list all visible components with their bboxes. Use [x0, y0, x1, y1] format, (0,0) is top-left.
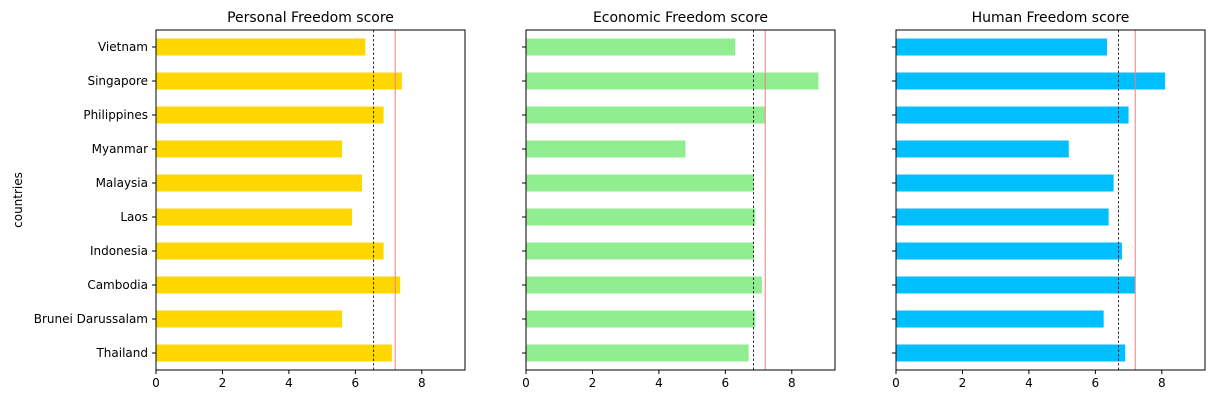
x-tick-label: 2 [589, 376, 597, 390]
y-axis-label: countries [11, 172, 25, 228]
bar-singapore [896, 72, 1166, 90]
chart-title: Personal Freedom score [227, 10, 394, 26]
y-tick-label: Laos [120, 210, 148, 224]
bar-vietnam [896, 38, 1107, 56]
y-tick-label: Malaysia [96, 176, 148, 190]
x-tick-label: 4 [1025, 376, 1033, 390]
bar-myanmar [156, 140, 343, 158]
y-tick-label: Myanmar [92, 142, 148, 156]
bar-indonesia [156, 242, 384, 260]
bar-vietnam [526, 38, 736, 56]
bar-laos [896, 208, 1109, 226]
bar-laos [526, 208, 756, 226]
x-tick-label: 6 [352, 376, 360, 390]
x-tick-label: 0 [522, 376, 530, 390]
y-tick-label: Philippines [83, 108, 148, 122]
bar-brunei-darussalam [526, 310, 756, 328]
axes-frame [155, 29, 466, 371]
x-tick-label: 6 [722, 376, 730, 390]
x-tick-label: 8 [788, 376, 796, 390]
x-tick-label: 0 [892, 376, 900, 390]
axes-frame [895, 29, 1206, 371]
x-tick-label: 0 [152, 376, 160, 390]
chart-title: Human Freedom score [972, 10, 1130, 26]
bar-cambodia [896, 276, 1136, 294]
x-tick-label: 2 [959, 376, 967, 390]
bar-laos [156, 208, 353, 226]
bar-malaysia [896, 174, 1114, 192]
chart-title: Economic Freedom score [593, 10, 768, 26]
x-tick-label: 8 [1158, 376, 1166, 390]
bar-philippines [156, 106, 384, 124]
bar-singapore [526, 72, 819, 90]
chart-panel-3: 0 2 4 6 8 Human Freedom score [892, 10, 1206, 390]
x-tick-label: 2 [219, 376, 227, 390]
bar-thailand [156, 344, 392, 362]
y-tick-label: Vietnam [98, 40, 148, 54]
x-tick-label: 4 [655, 376, 663, 390]
bar-vietnam [156, 38, 366, 56]
y-tick-label: Brunei Darussalam [34, 312, 148, 326]
bar-brunei-darussalam [156, 310, 343, 328]
bar-brunei-darussalam [896, 310, 1104, 328]
bar-singapore [156, 72, 402, 90]
x-tick-label: 4 [285, 376, 293, 390]
y-tick-label: Indonesia [90, 244, 148, 258]
bar-indonesia [896, 242, 1122, 260]
x-tick-label: 8 [418, 376, 426, 390]
bar-cambodia [156, 276, 401, 294]
x-tick-label: 6 [1092, 376, 1100, 390]
bar-malaysia [156, 174, 362, 192]
y-tick-label: Singapore [87, 74, 148, 88]
bar-malaysia [526, 174, 754, 192]
bar-cambodia [526, 276, 762, 294]
y-tick-label: Thailand [95, 346, 148, 360]
chart-panel-2: 0 2 4 6 8 Economic Freedom score [522, 10, 836, 390]
bar-indonesia [526, 242, 754, 260]
axes-frame [525, 29, 836, 371]
bar-myanmar [896, 140, 1069, 158]
chart-panel-1: Thailand Brunei Darussalam Cambodia Indones… [11, 10, 466, 390]
y-tick-label: Cambodia [87, 278, 148, 292]
bar-philippines [896, 106, 1129, 124]
bar-myanmar [526, 140, 686, 158]
bar-thailand [896, 344, 1126, 362]
bar-thailand [526, 344, 749, 362]
bar-philippines [526, 106, 766, 124]
